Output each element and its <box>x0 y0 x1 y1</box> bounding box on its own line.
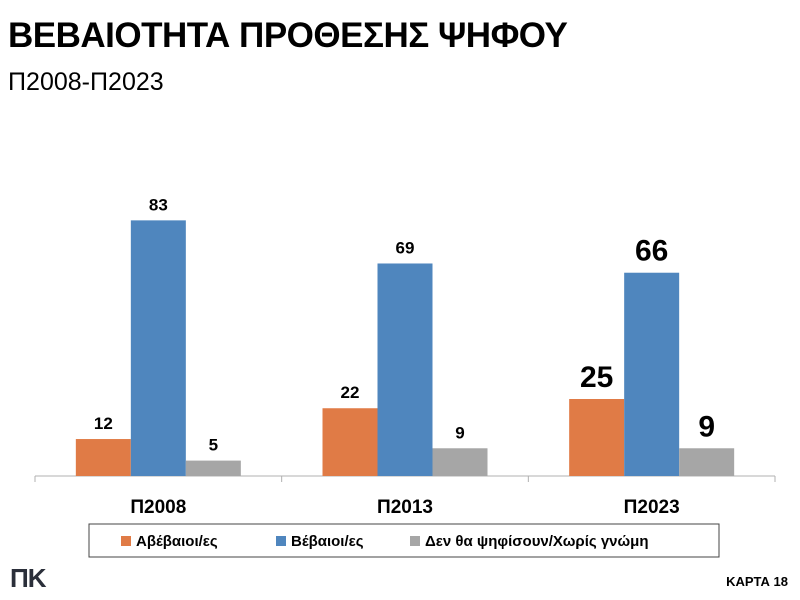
bar-Π2023-1 <box>624 272 680 476</box>
bar-Π2023-2 <box>679 448 735 476</box>
bar-Π2008-1 <box>130 220 186 476</box>
bar-Π2008-2 <box>185 460 241 476</box>
bar-Π2013-1 <box>377 263 433 476</box>
legend-swatch <box>276 536 286 546</box>
legend-label: Δεν θα ψηφίσουν/Χωρίς γνώμη <box>425 533 649 550</box>
x-tick-label: Π2023 <box>624 497 680 518</box>
bar-Π2008-0 <box>75 439 131 476</box>
data-label: 83 <box>149 195 168 214</box>
legend-label: Αβέβαιοι/ες <box>136 533 218 550</box>
data-label: 22 <box>341 383 360 402</box>
x-tick-label: Π2013 <box>377 497 433 518</box>
legend-swatch <box>410 536 420 546</box>
x-tick-label: Π2008 <box>130 497 186 518</box>
brand-logo: ΠΚ <box>10 563 47 593</box>
legend-label: Βέβαιοι/ες <box>291 533 364 550</box>
data-label: 9 <box>698 410 715 443</box>
legend-swatch <box>121 536 131 546</box>
bar-Π2013-0 <box>322 408 378 476</box>
data-label: 25 <box>580 361 613 394</box>
data-label: 69 <box>396 238 415 257</box>
card-code: ΚΑΡΤΑ 18 <box>726 574 788 589</box>
legend-box <box>88 523 720 558</box>
data-label: 12 <box>94 414 113 433</box>
chart-title: ΒΕΒΑΙΟΤΗΤΑ ΠΡΟΘΕΣΗΣ ΨΗΦΟΥ <box>8 16 568 55</box>
brand-logo-text: ΠΚ <box>10 563 47 593</box>
data-label: 9 <box>455 423 464 442</box>
data-label: 66 <box>635 235 668 268</box>
bar-Π2023-0 <box>569 399 625 476</box>
data-label: 5 <box>209 436 218 455</box>
bar-Π2013-2 <box>432 448 488 476</box>
chart-subtitle: Π2008-Π2023 <box>8 68 164 96</box>
